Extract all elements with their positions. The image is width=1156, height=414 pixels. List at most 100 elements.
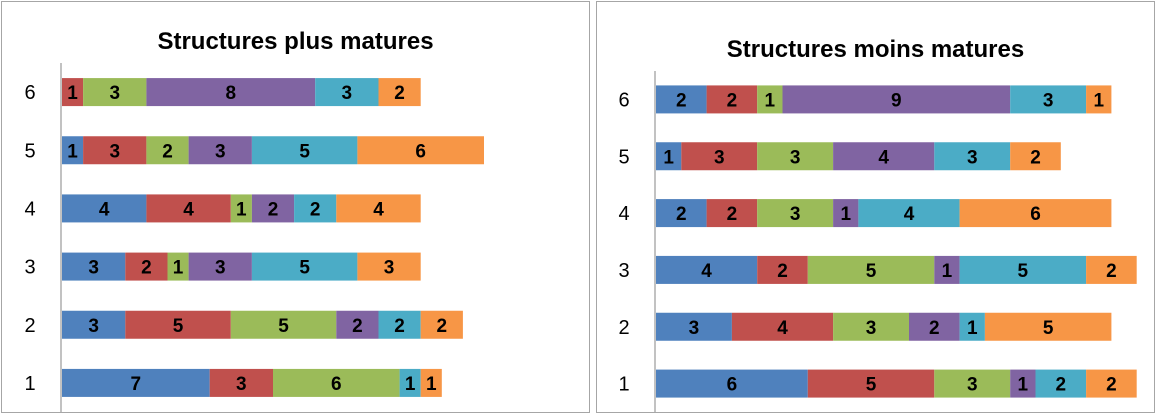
data-label: 2	[437, 316, 448, 337]
bar-segment	[934, 255, 960, 284]
bar-segment	[858, 199, 960, 228]
data-label: 2	[1056, 375, 1067, 396]
data-label: 1	[840, 204, 851, 225]
bar-segment	[378, 78, 421, 107]
data-label: 3	[88, 258, 99, 279]
bar-segment	[807, 369, 935, 398]
chart-title: Structures plus matures	[157, 28, 434, 55]
data-label: 2	[394, 316, 405, 337]
data-label: 3	[88, 316, 99, 337]
bar-segment	[62, 368, 210, 397]
data-label: 2	[1106, 375, 1117, 396]
bar-segment	[782, 85, 1011, 114]
bar-segment	[959, 312, 985, 341]
data-label: 3	[967, 147, 978, 168]
data-label: 1	[967, 318, 978, 339]
bar-segment	[833, 199, 859, 228]
category-tick-label: 6	[618, 89, 629, 111]
bar-segment	[757, 142, 834, 171]
data-label: 3	[967, 375, 978, 396]
data-label: 2	[1106, 261, 1117, 282]
data-label: 2	[727, 90, 738, 111]
bar-segment	[959, 199, 1112, 228]
bar-segment	[807, 255, 935, 284]
bar-segment	[209, 368, 273, 397]
bar-segment	[420, 368, 442, 397]
data-label: 3	[215, 258, 226, 279]
data-label: 1	[1018, 375, 1029, 396]
data-label: 5	[299, 141, 310, 162]
category-tick-label: 4	[24, 198, 35, 220]
data-label: 6	[727, 375, 738, 396]
bar-segment	[83, 78, 147, 107]
data-label: 5	[866, 375, 877, 396]
chart-plot: 1 7 3 6 1 12 3 5 5 2 2 23 3 2 1 3 5 34 4 4 1 2 2 45 1 3 2 3 5 66 1 3 8 3 2	[24, 63, 484, 412]
data-label: 1	[67, 83, 78, 104]
chart-panel-plus-matures: Structures plus matures 1 7 3 6 1 1 2 3 5 5 2 2 2 3 3 2…	[1, 1, 590, 413]
bar-segment	[731, 312, 834, 341]
data-label: 1	[426, 374, 437, 395]
bar-segment	[273, 368, 400, 397]
bar-segment	[833, 142, 935, 171]
bar-segment	[934, 369, 1011, 398]
category-tick-label: 5	[24, 140, 35, 162]
bar-segment	[188, 252, 252, 281]
bar-segment	[656, 199, 707, 228]
bar-segment	[357, 136, 484, 165]
bar-segment	[909, 312, 960, 341]
bar-segment	[1010, 142, 1061, 171]
bar-segment	[146, 78, 316, 107]
bar-segment	[833, 312, 909, 341]
category-tick-label: 2	[24, 315, 35, 337]
chart-title: Structures moins matures	[726, 36, 1025, 63]
data-label: 2	[676, 204, 687, 225]
bar-segment	[315, 78, 379, 107]
bar-segment	[251, 136, 358, 165]
chart-panel-moins-matures: Structures moins matures 1 6 5 3 1 2 2 2 3 4 3 2 1 5 3…	[596, 1, 1155, 413]
data-label: 4	[183, 199, 194, 220]
bar-segment	[378, 310, 421, 339]
bar-segment	[420, 310, 463, 339]
data-label: 2	[676, 90, 687, 111]
data-label: 2	[141, 258, 152, 279]
bar-segment	[656, 85, 707, 114]
data-label: 2	[1030, 147, 1041, 168]
bar-segment	[1086, 255, 1137, 284]
data-label: 3	[109, 141, 120, 162]
bar-segment	[681, 142, 758, 171]
bar-segment	[294, 194, 337, 223]
bar-segment	[230, 310, 337, 339]
data-label: 1	[67, 141, 78, 162]
data-label: 5	[1018, 261, 1029, 282]
bar-segment	[399, 368, 421, 397]
data-label: 2	[162, 141, 173, 162]
bar-segment	[706, 85, 758, 114]
data-label: 2	[727, 204, 738, 225]
bar-segment	[656, 369, 808, 398]
data-label: 7	[131, 374, 142, 395]
bar-segment	[62, 136, 84, 165]
data-label: 5	[866, 261, 877, 282]
category-tick-label: 6	[24, 82, 35, 104]
bar-segment	[83, 136, 147, 165]
data-label: 3	[384, 258, 395, 279]
bar-segment	[984, 312, 1112, 341]
data-label: 6	[331, 374, 342, 395]
category-tick-label: 3	[618, 260, 629, 282]
bar-segment	[251, 252, 358, 281]
data-label: 4	[878, 147, 889, 168]
data-label: 3	[236, 374, 247, 395]
bar-segment	[336, 310, 379, 339]
data-label: 6	[1030, 204, 1041, 225]
data-label: 3	[790, 147, 801, 168]
bar-segment	[757, 199, 834, 228]
bar-segment	[62, 194, 147, 223]
data-label: 3	[689, 318, 700, 339]
data-label: 1	[765, 90, 776, 111]
data-label: 6	[415, 141, 426, 162]
data-label: 1	[942, 261, 953, 282]
bar-segment	[1010, 369, 1036, 398]
bar-segment	[125, 310, 231, 339]
bar-segment	[62, 252, 126, 281]
bar-segment	[656, 142, 682, 171]
